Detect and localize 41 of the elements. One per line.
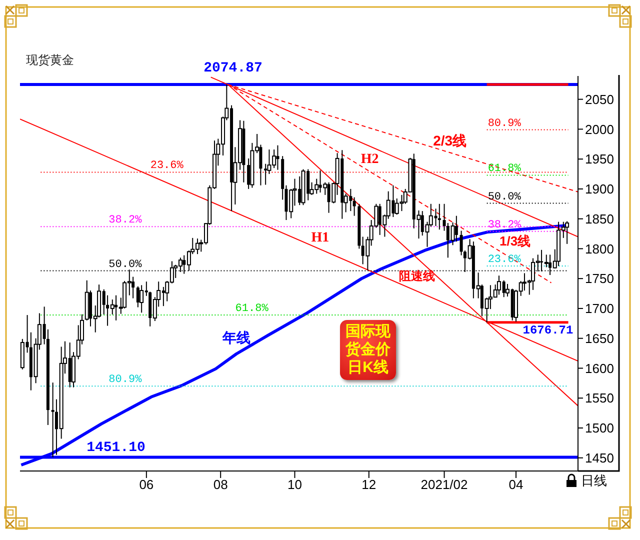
series-label: 2/3线 bbox=[433, 132, 467, 149]
series-label: 1/3线 bbox=[500, 234, 531, 249]
y-tick-label: 1800 bbox=[585, 241, 614, 256]
x-tick-label: 06 bbox=[139, 477, 154, 492]
series-label: H2 bbox=[360, 152, 379, 167]
y-tick-label: 1700 bbox=[585, 301, 614, 316]
y-tick-label: 2050 bbox=[585, 92, 614, 107]
series-label: 23.6% bbox=[150, 160, 184, 172]
x-tick-label: 10 bbox=[288, 477, 302, 492]
ref-line-label: 1451.10 bbox=[86, 440, 146, 456]
series-label: 50.0% bbox=[488, 191, 522, 204]
text: 日线 bbox=[581, 473, 607, 488]
y-tick-label: 1600 bbox=[585, 360, 614, 376]
x-tick-label: 12 bbox=[362, 477, 376, 492]
annotation: 1676.71 bbox=[522, 324, 574, 338]
y-tick-label: 1950 bbox=[585, 152, 614, 167]
series-label: 23.6% bbox=[488, 254, 522, 266]
x-tick-label: 04 bbox=[508, 477, 524, 492]
y-tick-label: 1550 bbox=[585, 390, 614, 406]
series-label: 38.2% bbox=[488, 219, 522, 232]
series-label: H1 bbox=[311, 230, 330, 246]
y-tick-label: 1500 bbox=[585, 420, 614, 436]
series-label: 80.9% bbox=[488, 118, 522, 130]
series-label: 61.8% bbox=[235, 303, 269, 316]
y-tick-label: 1850 bbox=[585, 211, 614, 226]
series-label: 年线 bbox=[222, 330, 251, 346]
series-label: 80.9% bbox=[108, 374, 142, 386]
series-label: 50.0% bbox=[108, 258, 142, 271]
y-tick-label: 2000 bbox=[585, 122, 614, 137]
chart-title: 现货黄金 bbox=[26, 53, 74, 67]
y-tick-label: 1650 bbox=[585, 330, 614, 346]
ref-line-label: 2074.87 bbox=[204, 60, 262, 76]
x-tick-label: 2021/02 bbox=[420, 477, 468, 492]
series-label: 61.8% bbox=[488, 163, 522, 176]
series-label: 阻速线 bbox=[398, 269, 435, 284]
series-label: 38.2% bbox=[108, 214, 142, 227]
y-tick-label: 1450 bbox=[585, 450, 614, 466]
annotation: 国际现货金价日K线 bbox=[340, 320, 396, 380]
y-tick-label: 1750 bbox=[585, 271, 614, 286]
x-tick-label: 08 bbox=[213, 477, 228, 492]
y-tick-label: 1900 bbox=[585, 182, 614, 197]
